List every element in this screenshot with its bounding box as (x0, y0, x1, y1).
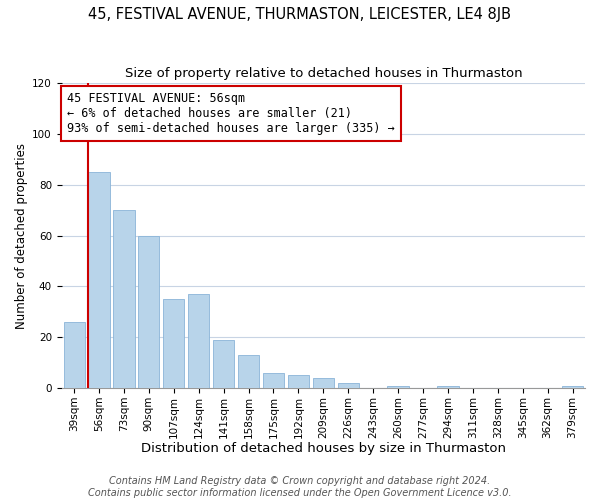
Bar (113, 210, 134, 388)
Bar (388, 386, 409, 388)
Title: Size of property relative to detached houses in Thurmaston: Size of property relative to detached ho… (125, 68, 522, 80)
Bar (437, 386, 458, 388)
Bar (188, 294, 209, 388)
Text: Contains HM Land Registry data © Crown copyright and database right 2024.
Contai: Contains HM Land Registry data © Crown c… (88, 476, 512, 498)
Text: 45 FESTIVAL AVENUE: 56sqm
← 6% of detached houses are smaller (21)
93% of semi-d: 45 FESTIVAL AVENUE: 56sqm ← 6% of detach… (67, 92, 395, 135)
Bar (562, 386, 583, 388)
Bar (138, 236, 160, 388)
Bar (238, 355, 259, 388)
Bar (288, 376, 309, 388)
Text: 45, FESTIVAL AVENUE, THURMASTON, LEICESTER, LE4 8JB: 45, FESTIVAL AVENUE, THURMASTON, LEICEST… (89, 8, 511, 22)
Bar (313, 378, 334, 388)
Y-axis label: Number of detached properties: Number of detached properties (15, 142, 28, 328)
Bar (338, 383, 359, 388)
Bar (163, 299, 184, 388)
Bar (88, 172, 110, 388)
Bar (213, 340, 234, 388)
Bar (263, 373, 284, 388)
X-axis label: Distribution of detached houses by size in Thurmaston: Distribution of detached houses by size … (141, 442, 506, 455)
Bar (64, 322, 85, 388)
